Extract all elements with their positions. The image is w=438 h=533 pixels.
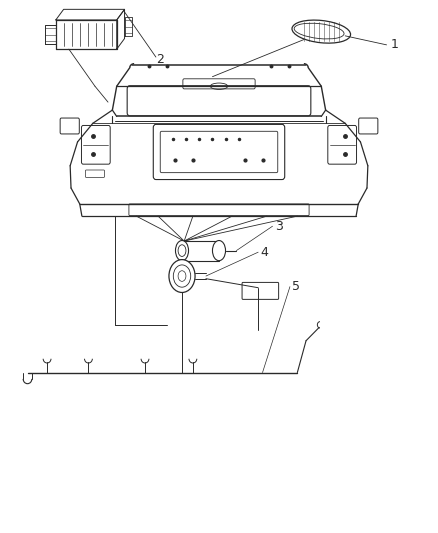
FancyBboxPatch shape	[242, 282, 279, 300]
Ellipse shape	[178, 245, 186, 256]
Text: 3: 3	[275, 220, 283, 233]
Ellipse shape	[176, 240, 188, 261]
Ellipse shape	[169, 260, 195, 293]
Text: 5: 5	[292, 280, 300, 293]
Text: 2: 2	[156, 53, 164, 66]
Text: 4: 4	[260, 246, 268, 259]
FancyBboxPatch shape	[182, 240, 219, 261]
Text: 1: 1	[391, 38, 399, 51]
Ellipse shape	[178, 271, 186, 281]
Ellipse shape	[173, 265, 191, 287]
Ellipse shape	[212, 240, 226, 261]
